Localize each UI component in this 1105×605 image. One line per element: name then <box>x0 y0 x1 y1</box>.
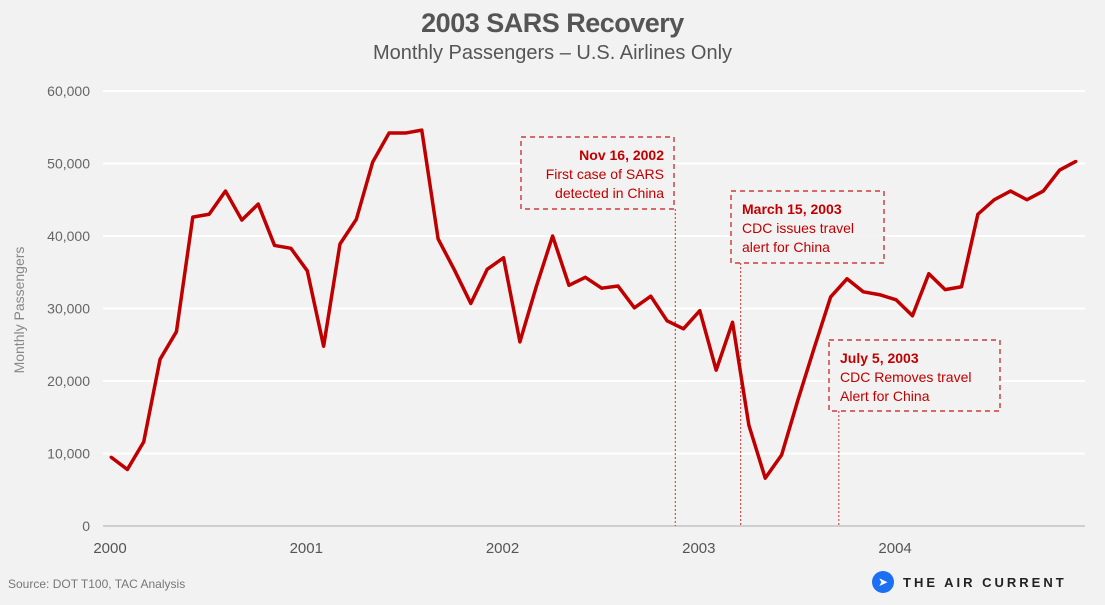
y-tick-label: 40,000 <box>47 228 90 244</box>
data-point <box>894 298 898 302</box>
data-point <box>534 285 538 289</box>
data-point <box>976 212 980 216</box>
annotation-date: July 5, 2003 <box>840 350 919 366</box>
data-point <box>354 217 358 221</box>
y-tick-label: 10,000 <box>47 446 90 462</box>
data-point <box>943 288 947 292</box>
data-point <box>469 301 473 305</box>
chart-title: 2003 SARS Recovery <box>421 8 684 38</box>
data-point <box>1025 198 1029 202</box>
data-point <box>158 357 162 361</box>
data-point <box>583 275 587 279</box>
data-point <box>436 237 440 241</box>
data-point <box>502 256 506 260</box>
data-point <box>763 476 767 480</box>
data-point <box>305 269 309 273</box>
data-point <box>191 215 195 219</box>
chart-subtitle: Monthly Passengers – U.S. Airlines Only <box>372 42 733 64</box>
data-point <box>551 234 555 238</box>
data-point <box>420 128 424 132</box>
y-tick-label: 20,000 <box>47 373 90 389</box>
paper-plane-icon: ➤ <box>872 571 894 593</box>
annotation-text: First case of SARS <box>546 166 664 182</box>
x-tick-label: 2004 <box>878 540 911 557</box>
data-point <box>616 284 620 288</box>
annotation-text: detected in China <box>555 185 664 201</box>
brand-logo[interactable]: ➤ THE AIR CURRENT <box>872 571 1067 593</box>
x-tick-label: 2002 <box>486 540 519 557</box>
annotation-box: March 15, 2003 CDC issues travel alert for… <box>730 190 885 264</box>
data-point <box>927 272 931 276</box>
annotation-text: CDC issues travel <box>742 220 854 236</box>
data-point <box>256 202 260 206</box>
data-point <box>992 198 996 202</box>
data-point <box>338 242 342 246</box>
data-point <box>796 398 800 402</box>
annotation-box: Nov 16, 2002 First case of SARS detected i… <box>520 136 675 210</box>
data-point <box>600 286 604 290</box>
data-point <box>829 295 833 299</box>
data-point <box>960 285 964 289</box>
data-point <box>289 246 293 250</box>
data-point <box>485 267 489 271</box>
data-point <box>681 327 685 331</box>
series-line <box>109 128 1077 480</box>
data-point <box>322 344 326 348</box>
data-point <box>1041 189 1045 193</box>
annotation-box: July 5, 2003 CDC Removes travel Alert for … <box>828 339 1001 412</box>
annotation-text: Alert for China <box>840 388 930 404</box>
data-point <box>861 290 865 294</box>
data-point <box>649 294 653 298</box>
data-point <box>632 306 636 310</box>
source-note: Source: DOT T100, TAC Analysis <box>8 577 186 591</box>
data-point <box>403 131 407 135</box>
data-point <box>518 340 522 344</box>
data-point <box>1074 159 1078 163</box>
brand-name: THE AIR CURRENT <box>903 574 1067 590</box>
y-axis-label: Monthly Passengers <box>11 247 27 374</box>
x-tick-label: 2003 <box>682 540 715 557</box>
x-tick-label: 2000 <box>93 540 126 557</box>
data-point <box>714 368 718 372</box>
data-point <box>812 346 816 350</box>
data-point <box>207 212 211 216</box>
data-point <box>731 320 735 324</box>
data-point <box>910 314 914 318</box>
x-tick-label: 2001 <box>290 540 323 557</box>
data-point <box>1058 168 1062 172</box>
data-point <box>142 440 146 444</box>
data-point <box>747 423 751 427</box>
data-point <box>174 330 178 334</box>
data-point <box>878 293 882 297</box>
data-point <box>223 189 227 193</box>
data-point <box>698 309 702 313</box>
data-point <box>240 218 244 222</box>
data-point <box>567 283 571 287</box>
data-point <box>452 268 456 272</box>
y-tick-label: 0 <box>82 518 90 534</box>
data-point <box>780 453 784 457</box>
y-tick-label: 30,000 <box>47 301 90 317</box>
annotation-date: Nov 16, 2002 <box>579 147 664 163</box>
annotation-date: March 15, 2003 <box>742 201 842 217</box>
data-point <box>665 319 669 323</box>
data-point <box>1009 189 1013 193</box>
data-point <box>109 455 113 459</box>
data-point <box>273 243 277 247</box>
data-point <box>845 277 849 281</box>
y-tick-label: 60,000 <box>47 83 90 99</box>
y-tick-label: 50,000 <box>47 156 90 172</box>
data-point <box>371 160 375 164</box>
data-point <box>125 467 129 471</box>
data-point <box>387 131 391 135</box>
annotation-text: alert for China <box>742 239 830 255</box>
annotation-text: CDC Removes travel <box>840 369 971 385</box>
